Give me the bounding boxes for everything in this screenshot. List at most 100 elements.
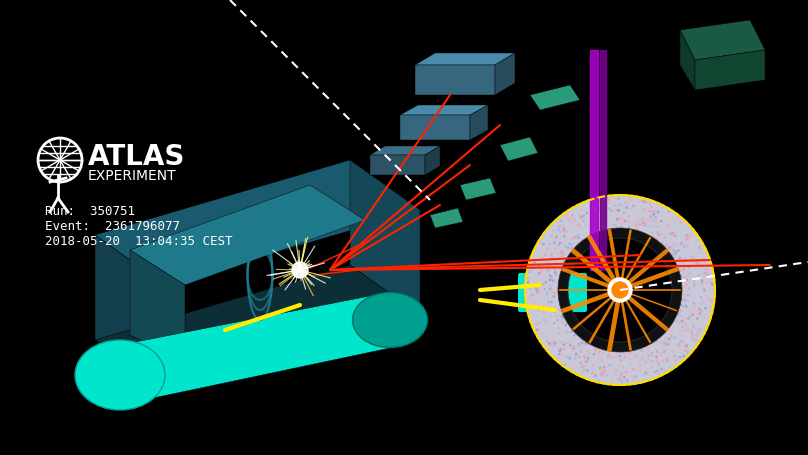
Point [684, 327, 696, 334]
Point [693, 305, 706, 313]
Point [600, 206, 612, 213]
Point [701, 270, 713, 277]
Point [522, 274, 535, 282]
Point [565, 332, 578, 339]
Point [669, 337, 682, 344]
Point [541, 270, 554, 277]
Point [561, 339, 574, 346]
Point [684, 252, 696, 259]
Point [689, 292, 702, 299]
Point [598, 364, 611, 371]
Point [614, 376, 627, 383]
Point [544, 305, 557, 313]
Point [639, 199, 652, 206]
Point [570, 351, 583, 358]
Point [650, 357, 663, 364]
Point [701, 267, 714, 274]
Point [674, 272, 687, 279]
Point [553, 350, 566, 358]
Point [536, 261, 549, 268]
Point [659, 330, 671, 337]
Point [536, 248, 549, 255]
Point [612, 215, 625, 222]
Point [664, 324, 677, 331]
Point [617, 350, 629, 358]
Point [667, 234, 680, 241]
Point [612, 207, 625, 214]
Point [620, 199, 633, 206]
Point [650, 353, 663, 360]
Point [566, 328, 579, 335]
Point [629, 373, 642, 380]
Point [615, 369, 628, 377]
Point [623, 356, 636, 363]
Point [574, 212, 587, 219]
Point [563, 339, 576, 346]
Point [635, 374, 648, 382]
Point [684, 288, 696, 296]
Point [698, 286, 711, 293]
Point [625, 195, 638, 202]
Point [655, 349, 668, 356]
Point [652, 208, 665, 216]
Point [668, 230, 681, 238]
Point [580, 348, 593, 355]
Point [555, 231, 568, 238]
Point [674, 307, 687, 314]
Point [646, 207, 659, 215]
Point [604, 362, 617, 369]
Point [545, 224, 558, 231]
Point [522, 289, 535, 297]
Point [610, 352, 623, 359]
Point [686, 311, 699, 318]
Point [600, 197, 612, 204]
Point [619, 199, 632, 207]
Point [574, 342, 587, 349]
Point [545, 258, 558, 266]
Point [600, 195, 612, 202]
Point [629, 201, 642, 208]
Point [692, 263, 705, 271]
Point [645, 203, 658, 211]
Polygon shape [680, 30, 695, 90]
Point [527, 264, 540, 271]
Point [654, 231, 667, 238]
Point [654, 217, 667, 225]
Point [614, 201, 627, 208]
Point [589, 346, 602, 354]
Point [699, 305, 712, 312]
Point [583, 349, 595, 356]
Point [569, 354, 582, 362]
Point [642, 343, 654, 350]
Point [522, 278, 535, 286]
Point [690, 268, 703, 275]
Point [581, 367, 594, 374]
Point [657, 332, 670, 339]
Point [549, 270, 562, 278]
Point [603, 205, 616, 212]
Point [599, 365, 612, 373]
Point [524, 303, 537, 310]
Point [671, 257, 684, 264]
Point [604, 207, 617, 214]
Point [617, 360, 630, 368]
Point [548, 319, 561, 327]
Point [678, 283, 691, 290]
Point [581, 340, 594, 347]
Point [558, 228, 570, 235]
Ellipse shape [352, 293, 427, 348]
Point [628, 212, 641, 219]
Point [665, 332, 678, 339]
Point [633, 362, 646, 369]
Point [634, 345, 647, 352]
Point [651, 229, 664, 236]
Point [579, 358, 591, 365]
Point [703, 304, 716, 311]
Point [553, 254, 566, 262]
Point [605, 354, 618, 361]
Point [643, 207, 656, 215]
Polygon shape [530, 85, 580, 110]
Point [544, 240, 557, 248]
Point [619, 369, 632, 376]
Point [640, 215, 653, 222]
